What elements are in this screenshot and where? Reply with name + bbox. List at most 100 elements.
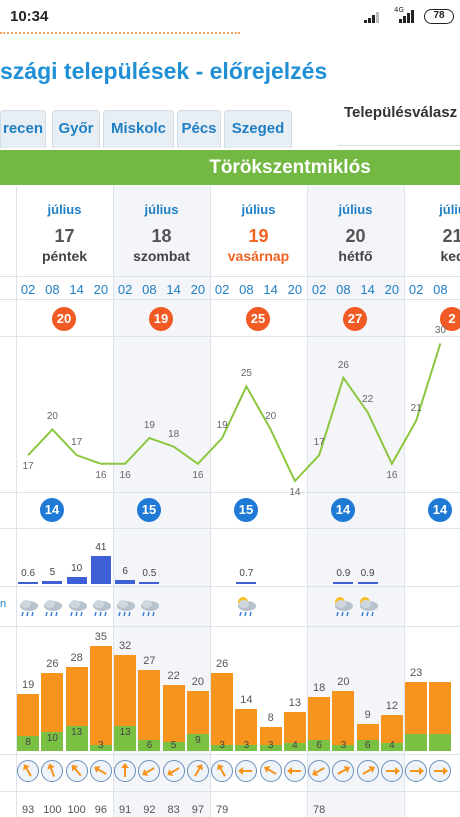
day-number: 17 (54, 226, 75, 246)
wind-speed-label: 4 (389, 740, 395, 751)
precip-bar (357, 582, 378, 584)
row-divider (0, 754, 460, 755)
day-divider (16, 186, 17, 817)
row-divider (0, 276, 460, 277)
network-type: 4G (394, 6, 404, 14)
day-header[interactable]: júliu 21 ked (404, 186, 460, 276)
wind-speed-bar (41, 732, 64, 751)
hour-label: 20 (384, 282, 400, 297)
wind-gust-label: 18 (313, 682, 326, 694)
row-divider (0, 626, 460, 627)
hour-label: 08 (142, 282, 157, 297)
humidity-label: 100 (43, 804, 62, 816)
precip-bar (139, 582, 160, 584)
max-temp-badge: 25 (246, 307, 270, 331)
wind-gust-bar (235, 709, 258, 751)
tab-szeged[interactable]: Szeged (224, 110, 292, 148)
wind-speed-label: 3 (98, 740, 104, 751)
day-header[interactable]: július 19 vasárnap (210, 186, 307, 276)
wind-direction-icon (17, 760, 40, 782)
row-divider (0, 492, 460, 493)
row-divider (0, 336, 460, 337)
wind-speed-label: 3 (243, 740, 250, 751)
temperature-label: 16 (95, 469, 107, 481)
wind-gust-bar (259, 727, 282, 751)
precip-label: 0.9 (360, 568, 375, 579)
temperature-label: 17 (313, 437, 325, 449)
hour-label: 20 (93, 282, 109, 297)
hour-label: 02 (20, 282, 36, 297)
wind-gust-bar (308, 697, 331, 751)
precip-bar (333, 582, 354, 584)
wind-gust-label: 12 (385, 700, 398, 712)
hour-label: 02 (214, 282, 230, 297)
wind-direction-icon (308, 760, 331, 782)
temperature-label: 19 (216, 420, 228, 431)
wind-speed-bar (65, 726, 88, 751)
temperature-label: 16 (192, 469, 204, 481)
temperature-label: 17 (22, 461, 34, 473)
day-month: július (241, 202, 276, 217)
max-temp-badge: 20 (52, 307, 76, 331)
tab-miskolc[interactable]: Miskolc (103, 110, 174, 148)
temperature-label: 20 (265, 411, 277, 423)
day-number: 18 (151, 226, 172, 246)
hour-label: 14 (263, 282, 278, 297)
wind-speed-bar (235, 745, 258, 751)
rain-cloud-icon (44, 600, 63, 617)
temperature-label: 25 (240, 368, 252, 380)
wind-gust-label: 20 (191, 676, 204, 688)
precip-label: 0.6 (21, 568, 36, 579)
hour-label: 14 (360, 282, 375, 297)
wind-direction-icon (259, 760, 282, 782)
wind-speed-bar (332, 745, 355, 751)
signal-icon (364, 12, 379, 23)
wind-gust-label: 19 (22, 679, 35, 691)
wind-direction-icon (162, 760, 185, 782)
wind-speed-label: 6 (146, 740, 153, 751)
humidity-label: 100 (67, 804, 86, 816)
status-bar: 10:34 4G 78 (0, 0, 460, 34)
row-divider (0, 528, 460, 529)
tab-gyor[interactable]: Győr (52, 110, 100, 148)
signal-icon-2 (399, 10, 414, 23)
wind-direction-icon (65, 760, 88, 782)
wind-speed-label: 3 (267, 740, 274, 751)
wind-speed-bar (89, 745, 112, 751)
day-header[interactable]: július 20 hétfő (307, 186, 404, 276)
row-divider (0, 791, 460, 792)
wind-direction-icon (332, 760, 355, 782)
hour-label: 14 (166, 282, 181, 297)
day-header[interactable]: július 17 péntek (16, 186, 113, 276)
wind-speed-bar (162, 741, 185, 751)
wind-gust-label: 20 (337, 676, 350, 688)
page-title: szági települések - előrejelzés (0, 58, 328, 84)
rain-cloud-icon (141, 600, 160, 617)
wind-gust-label: 9 (364, 709, 371, 721)
temperature-label: 20 (46, 411, 58, 423)
day-weekday: ked (440, 248, 460, 264)
rain-cloud-icon (68, 600, 87, 617)
settlement-selector-label[interactable]: Településválasz (344, 104, 458, 121)
temperature-chart (27, 343, 442, 483)
day-header[interactable]: július 18 szombat (113, 186, 210, 276)
wind-speed-label: 3 (340, 740, 347, 751)
day-number: 19 (248, 226, 269, 246)
wind-speed-bar (17, 735, 40, 751)
hour-label: 08 (433, 282, 448, 297)
wind-direction-icon (186, 760, 209, 782)
max-temp-badge: 2 (440, 307, 460, 331)
tab-debrecen[interactable]: recen (0, 110, 46, 148)
day-weekday: péntek (41, 248, 88, 264)
wind-gust-label: 8 (267, 712, 274, 724)
wind-gust-bar (429, 682, 452, 751)
wind-gust-label: 22 (167, 670, 180, 682)
day-number: 20 (345, 226, 366, 246)
wind-speed-bar (380, 743, 403, 751)
wind-direction-icon (405, 760, 428, 782)
humidity-label: 93 (22, 804, 35, 816)
precip-label: 6 (122, 565, 128, 577)
wind-gust-label: 23 (410, 667, 423, 679)
wind-direction-icon (89, 760, 112, 782)
tab-pecs[interactable]: Pécs (177, 110, 221, 148)
